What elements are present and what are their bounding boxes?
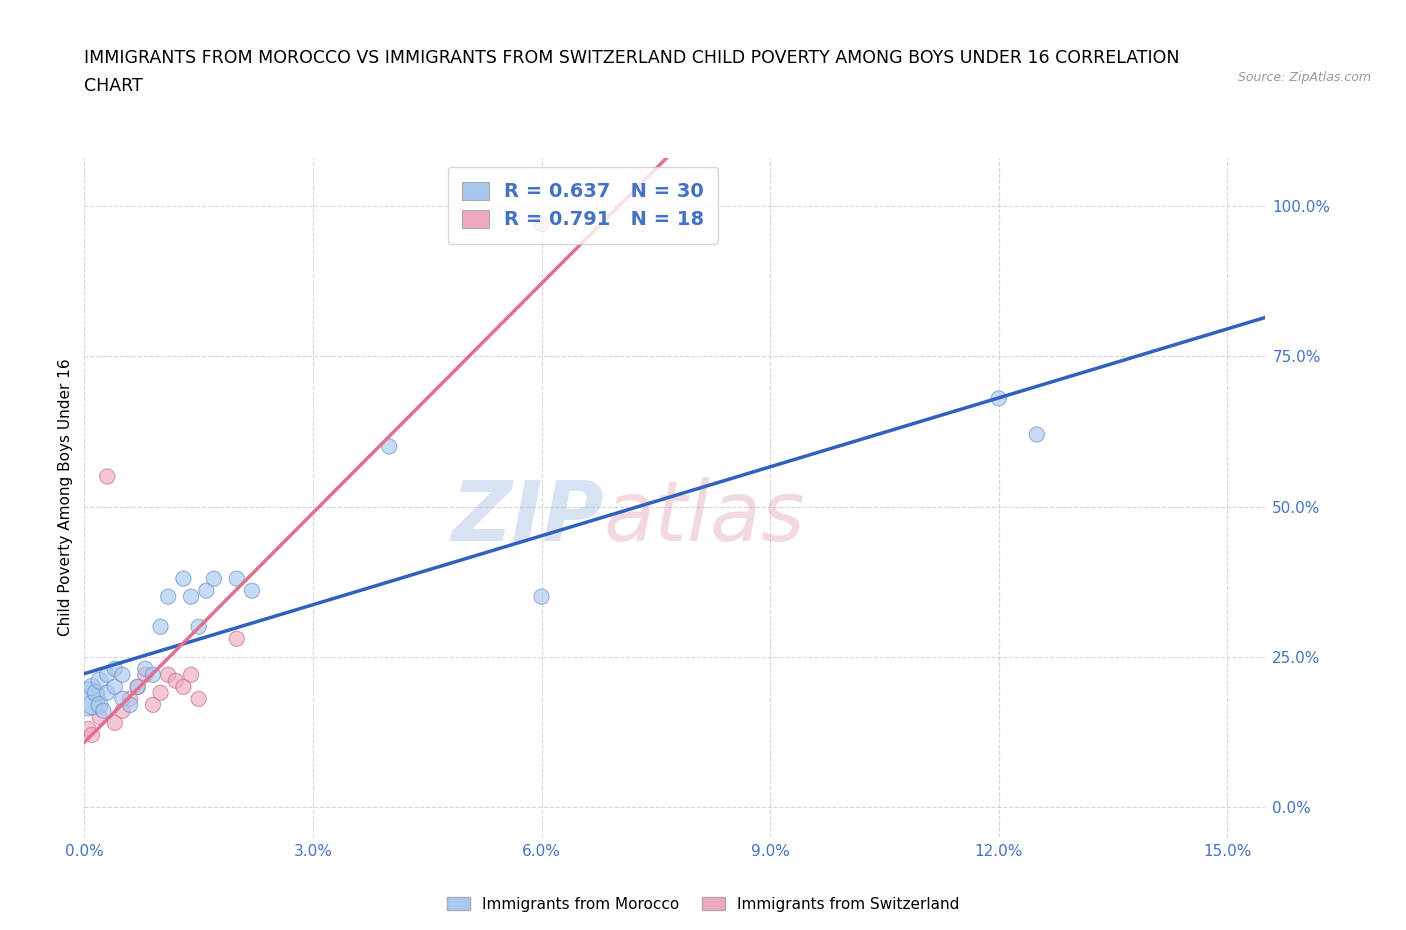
Point — [96, 685, 118, 700]
Point — [149, 619, 172, 634]
Point — [134, 668, 156, 683]
Point — [149, 685, 172, 700]
Point — [77, 691, 100, 706]
Point — [1025, 427, 1047, 442]
Point — [104, 661, 127, 676]
Point — [172, 571, 194, 586]
Point — [89, 698, 111, 712]
Point — [187, 619, 209, 634]
Point — [172, 679, 194, 694]
Point — [89, 673, 111, 688]
Point — [180, 668, 202, 683]
Point — [378, 439, 401, 454]
Point — [127, 679, 149, 694]
Point — [530, 590, 553, 604]
Point — [165, 673, 187, 688]
Text: Source: ZipAtlas.com: Source: ZipAtlas.com — [1237, 71, 1371, 84]
Point — [240, 583, 263, 598]
Point — [225, 571, 247, 586]
Point — [80, 727, 103, 742]
Point — [120, 698, 142, 712]
Point — [104, 679, 127, 694]
Point — [120, 691, 142, 706]
Point — [180, 590, 202, 604]
Legend: Immigrants from Morocco, Immigrants from Switzerland: Immigrants from Morocco, Immigrants from… — [440, 890, 966, 918]
Point — [530, 217, 553, 232]
Point — [142, 668, 165, 683]
Point — [225, 631, 247, 646]
Point — [157, 590, 180, 604]
Point — [111, 703, 134, 718]
Text: CHART: CHART — [84, 77, 143, 95]
Legend: R = 0.637   N = 30, R = 0.791   N = 18: R = 0.637 N = 30, R = 0.791 N = 18 — [447, 167, 718, 244]
Text: IMMIGRANTS FROM MOROCCO VS IMMIGRANTS FROM SWITZERLAND CHILD POVERTY AMONG BOYS : IMMIGRANTS FROM MOROCCO VS IMMIGRANTS FR… — [84, 49, 1180, 67]
Text: ZIP: ZIP — [451, 477, 605, 558]
Point — [80, 698, 103, 712]
Point — [93, 703, 115, 718]
Text: atlas: atlas — [605, 477, 806, 558]
Point — [134, 661, 156, 676]
Point — [96, 469, 118, 484]
Point — [187, 691, 209, 706]
Point — [127, 679, 149, 694]
Point — [202, 571, 225, 586]
Point — [89, 710, 111, 724]
Point — [84, 685, 107, 700]
Point — [111, 691, 134, 706]
Y-axis label: Child Poverty Among Boys Under 16: Child Poverty Among Boys Under 16 — [58, 359, 73, 636]
Point — [142, 698, 165, 712]
Point — [80, 679, 103, 694]
Point — [96, 668, 118, 683]
Point — [157, 668, 180, 683]
Point — [111, 668, 134, 683]
Point — [987, 391, 1010, 405]
Point — [195, 583, 218, 598]
Point — [77, 722, 100, 737]
Point — [104, 715, 127, 730]
